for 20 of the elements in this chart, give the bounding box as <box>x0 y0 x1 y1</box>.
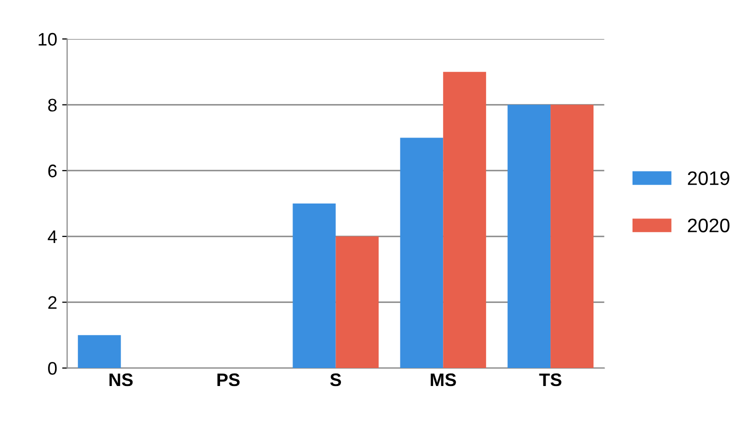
legend-label: 2020 <box>688 218 730 232</box>
y-tick-label: 4 <box>48 230 57 243</box>
y-tick-label: 8 <box>48 98 57 112</box>
x-tick-label: PS <box>217 373 240 386</box>
x-tick-label: S <box>330 373 342 386</box>
bar <box>336 236 379 368</box>
x-tick-label: TS <box>539 373 562 386</box>
legend-label: 2019 <box>688 171 730 186</box>
y-tick-label: 6 <box>48 164 57 178</box>
y-tick-label: 10 <box>38 32 57 46</box>
x-tick-label: MS <box>430 373 456 386</box>
y-tick-label: 2 <box>48 296 57 309</box>
y-tick-label: 0 <box>48 362 57 375</box>
x-tick-label: NS <box>110 373 133 386</box>
bar <box>550 104 594 368</box>
bar <box>292 204 336 368</box>
bar <box>78 335 121 368</box>
bar <box>443 72 486 368</box>
bar <box>508 104 551 368</box>
bar <box>400 138 444 368</box>
